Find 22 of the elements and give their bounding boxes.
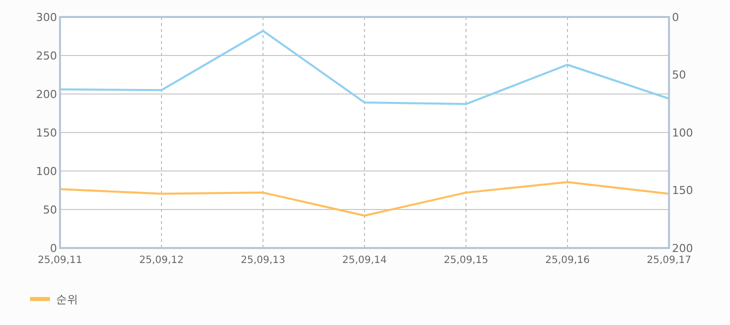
y-tick-label: 0 <box>50 242 57 255</box>
y2-tick-label: 200 <box>672 242 693 255</box>
line-series <box>59 30 670 106</box>
line-series <box>59 181 670 217</box>
y2-tick-label: 0 <box>672 10 679 24</box>
y-tick-label: 100 <box>36 164 57 178</box>
x-tick-label: 25,09,11 <box>38 255 82 266</box>
y-tick-label: 200 <box>36 88 57 101</box>
x-tick-label: 25,09,17 <box>646 255 692 266</box>
legend-label: 순위 <box>56 292 78 306</box>
x-tick-label: 25,09,14 <box>342 255 387 266</box>
x-tick-label: 25,09,16 <box>545 255 590 266</box>
y-tick-label: 50 <box>43 203 57 216</box>
x-tick-label: 25,09,13 <box>240 255 286 266</box>
y-tick-label: 250 <box>36 49 57 62</box>
y-tick-label: 300 <box>36 10 57 24</box>
y2-tick-label: 150 <box>672 184 693 198</box>
y2-tick-label: 50 <box>672 68 686 82</box>
y-tick-label: 150 <box>36 126 57 140</box>
x-tick-label: 25,09,12 <box>139 255 184 266</box>
x-tick-label: 25,09,15 <box>444 255 488 266</box>
y2-tick-label: 100 <box>672 126 693 140</box>
